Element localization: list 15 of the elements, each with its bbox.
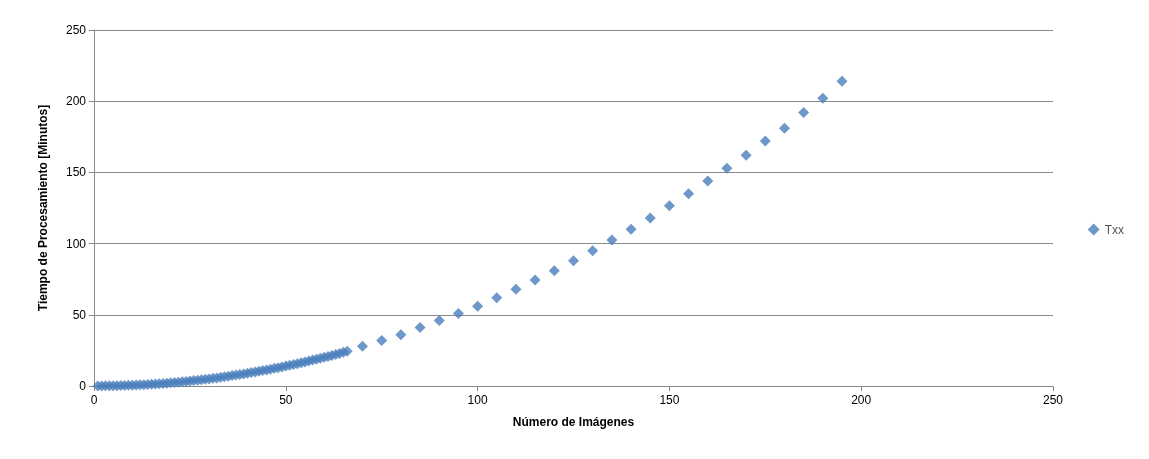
y-tick-label: 100 xyxy=(65,236,87,251)
x-tick-label: 100 xyxy=(467,393,488,407)
x-tick-label: 250 xyxy=(1042,393,1064,407)
y-tick-label: 250 xyxy=(65,23,87,37)
y-axis-title: Tiempo de Procesamiento [Minutos] xyxy=(36,104,50,312)
x-tick-label: 0 xyxy=(90,393,98,407)
y-tick-label: 200 xyxy=(65,94,87,109)
x-tick-label: 50 xyxy=(279,393,293,407)
x-tick-label: 200 xyxy=(851,393,872,407)
y-tick-label: 0 xyxy=(79,379,87,393)
x-axis-title: Número de Imágenes xyxy=(512,415,635,429)
y-tick-label: 50 xyxy=(72,307,87,322)
x-tick-label: 150 xyxy=(659,393,680,407)
legend-label: Txx xyxy=(1104,222,1125,237)
y-tick-label: 150 xyxy=(65,165,87,180)
